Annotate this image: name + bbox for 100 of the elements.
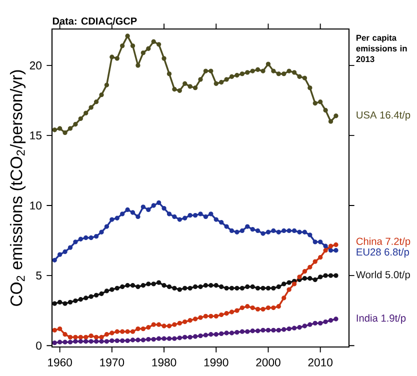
point — [292, 70, 297, 75]
point — [52, 301, 57, 306]
point — [276, 284, 281, 290]
point — [234, 72, 240, 78]
point — [182, 334, 188, 340]
point — [192, 212, 198, 218]
point — [312, 277, 318, 282]
point — [182, 81, 188, 86]
point — [276, 328, 281, 333]
point — [234, 330, 240, 335]
point — [323, 319, 328, 324]
point — [214, 332, 218, 337]
point — [208, 332, 214, 337]
point — [224, 77, 229, 82]
point — [172, 86, 177, 92]
point — [130, 329, 136, 334]
point — [84, 334, 88, 340]
point — [308, 86, 312, 90]
point — [266, 62, 271, 66]
point — [192, 86, 198, 90]
y-tick-label: 15 — [30, 132, 42, 140]
point — [219, 331, 224, 336]
point — [57, 252, 62, 257]
point — [308, 276, 312, 281]
point — [52, 328, 57, 333]
point — [156, 336, 162, 341]
point — [208, 212, 214, 216]
point — [78, 297, 83, 302]
point — [99, 291, 104, 296]
point — [276, 71, 281, 76]
point — [84, 110, 88, 116]
point — [229, 310, 234, 314]
point — [120, 329, 125, 334]
point — [120, 43, 125, 48]
text: Data: CDIAC/GCP — [52, 17, 137, 25]
point — [104, 339, 110, 344]
point — [282, 228, 286, 234]
point — [136, 326, 140, 332]
point — [136, 214, 140, 220]
point — [240, 305, 245, 310]
y-tick-label: 10 — [30, 202, 42, 210]
point — [203, 314, 208, 319]
point — [260, 286, 266, 290]
x-tick-label: 2010 — [308, 358, 332, 366]
point — [286, 287, 292, 292]
x-tick-label: 1990 — [204, 358, 228, 366]
point — [308, 264, 312, 270]
point — [84, 235, 88, 240]
point — [312, 100, 318, 106]
point — [99, 92, 104, 98]
y-tick-label: 0 — [36, 342, 42, 350]
point — [318, 274, 323, 280]
point — [292, 326, 297, 330]
point — [255, 286, 260, 290]
point — [130, 338, 136, 342]
point — [136, 63, 140, 68]
point — [214, 314, 218, 319]
point — [130, 210, 136, 215]
point — [136, 284, 140, 290]
point — [312, 240, 318, 244]
y-tick-label: 20 — [30, 61, 42, 70]
point — [198, 284, 203, 290]
point — [99, 334, 104, 340]
point — [146, 325, 151, 330]
point — [334, 316, 338, 322]
point — [73, 339, 78, 344]
point — [120, 212, 125, 216]
point — [250, 68, 255, 74]
point — [120, 338, 125, 344]
point — [68, 340, 73, 344]
point — [94, 334, 99, 340]
point — [68, 126, 73, 131]
point — [297, 325, 302, 330]
point — [114, 286, 120, 290]
point — [52, 340, 57, 346]
point — [198, 77, 203, 82]
point — [146, 336, 151, 342]
point — [78, 236, 83, 242]
point — [114, 56, 120, 61]
point — [99, 339, 104, 344]
point — [292, 228, 297, 234]
point — [84, 296, 88, 300]
point — [308, 322, 312, 327]
point — [282, 282, 286, 286]
point — [302, 324, 308, 328]
point — [130, 43, 136, 48]
point — [156, 42, 162, 47]
point — [104, 288, 110, 294]
point — [78, 334, 83, 340]
point — [62, 340, 68, 344]
point — [146, 207, 151, 212]
point — [203, 283, 208, 288]
point — [323, 273, 328, 278]
point — [104, 82, 110, 88]
point — [172, 336, 177, 341]
point — [276, 304, 281, 309]
point — [328, 244, 334, 248]
point — [266, 286, 271, 290]
y-axis-title: CO$_{2}$ emissions (tCO$_{2}$/person/yr) — [10, 70, 26, 306]
point — [99, 230, 104, 234]
